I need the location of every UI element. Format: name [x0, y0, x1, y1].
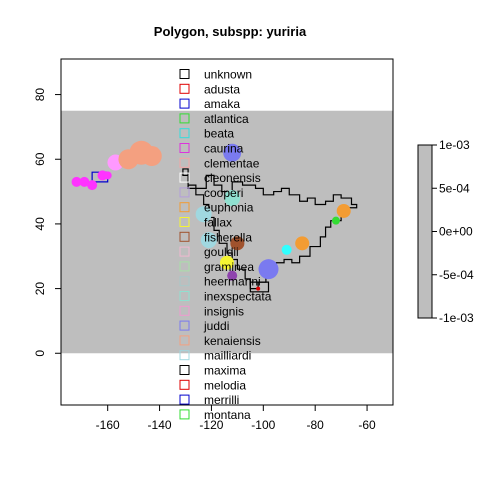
data-point-4-0 — [224, 190, 241, 207]
legend-entry-label: adusta — [204, 82, 240, 96]
legend-swatch — [179, 143, 190, 153]
x-tick-label: -120 — [199, 418, 223, 432]
colorbar: 1e-03 5e-04 0e+00 -5e-04 -1e-03 — [417, 138, 474, 325]
y-axis: 0 20 40 60 80 — [33, 88, 62, 357]
data-point-6-0 — [230, 236, 245, 251]
legend-swatch — [179, 172, 190, 183]
data-point-3-0 — [223, 143, 242, 162]
legend-entry-label: inexspectata — [204, 290, 272, 304]
legend-swatch — [179, 291, 190, 301]
legend-entry-label: cleonensis — [204, 171, 261, 185]
data-point-5-0 — [195, 206, 212, 223]
range-polygon-1 — [249, 281, 270, 293]
data-point-5-1 — [200, 232, 217, 249]
legend-entry-label: caurina — [204, 142, 244, 156]
data-point-9-0 — [295, 236, 310, 251]
legend-entry-label: gouldii — [204, 245, 239, 259]
legend-swatch — [179, 409, 190, 420]
legend: unknownadustaamakaatlanticabeatacaurinac… — [179, 68, 272, 422]
legend-swatch — [179, 157, 190, 168]
x-axis: -160 -140 -120 -100 -80 -60 — [96, 404, 376, 432]
legend-swatch — [179, 320, 190, 331]
legend-entry-label: heermanni — [204, 275, 261, 289]
legend-swatch — [179, 202, 190, 213]
data-point-7-0 — [220, 255, 234, 270]
legend-entry-label: montana — [204, 408, 251, 422]
colorbar-tick-label: 5e-04 — [439, 181, 470, 195]
x-tick-label: -160 — [96, 418, 120, 432]
x-tick-label: -100 — [251, 418, 275, 432]
data-point-0-4 — [103, 171, 112, 180]
legend-swatch — [179, 350, 190, 361]
y-tick-label: 20 — [33, 282, 47, 296]
legend-swatch — [179, 305, 190, 316]
legend-entry-label: kenaiensis — [204, 334, 261, 348]
legend-swatch — [179, 187, 190, 198]
data-point-0-2 — [87, 180, 98, 191]
colorbar-tick-label: 1e-03 — [439, 138, 470, 152]
legend-swatch — [179, 217, 190, 227]
data-point-3-1 — [258, 259, 279, 280]
colorbar-tick-label: 0e+00 — [439, 225, 473, 239]
colorbar-tick-label: -1e-03 — [439, 311, 474, 325]
data-point-11-0 — [331, 216, 340, 225]
data-point-0-0 — [71, 176, 82, 187]
legend-entry-label: amaka — [204, 97, 240, 111]
data-point-0-1 — [79, 176, 90, 187]
y-tick-label: 0 — [33, 350, 47, 357]
y-tick-label: 80 — [33, 88, 47, 102]
data-point-8-0 — [227, 270, 238, 281]
legend-entry-label: graminea — [204, 260, 254, 274]
legend-swatch — [179, 276, 190, 287]
legend-swatch — [179, 113, 190, 124]
legend-entry-label: fisherella — [204, 230, 252, 244]
legend-swatch — [179, 98, 190, 109]
colorbar-rect — [417, 144, 433, 319]
legend-entry-label: beata — [204, 127, 234, 141]
legend-entry-label: juddi — [203, 319, 229, 333]
y-tick-label: 40 — [33, 217, 47, 231]
x-tick-label: -80 — [307, 418, 325, 432]
legend-entry-label: cooperi — [204, 186, 243, 200]
x-tick-label: -60 — [358, 418, 376, 432]
legend-swatch — [179, 231, 190, 242]
legend-entry-label: atlantica — [204, 112, 249, 126]
legend-entry-label: melodia — [204, 378, 246, 392]
legend-swatch — [179, 261, 190, 272]
y-tick-label: 60 — [33, 152, 47, 166]
legend-entry-label: maxima — [204, 364, 246, 378]
legend-swatch — [179, 128, 190, 139]
legend-swatch — [179, 83, 190, 94]
legend-entry-label: euphonia — [204, 201, 254, 215]
data-point-2-2 — [141, 146, 162, 167]
legend-entry-label: fallax — [204, 216, 232, 230]
legend-swatch — [179, 335, 190, 346]
data-points — [71, 140, 351, 291]
legend-swatch — [179, 69, 190, 79]
range-polygon-0 — [182, 168, 358, 290]
data-point-10-0 — [281, 244, 292, 255]
plot-area: unknownadustaamakaatlanticabeatacaurinac… — [60, 58, 394, 422]
data-point-9-1 — [336, 203, 351, 218]
legend-swatch — [179, 394, 190, 405]
data-point-12-0 — [256, 286, 261, 291]
legend-entry-label: mailliardi — [204, 349, 251, 363]
legend-swatch — [179, 379, 190, 390]
legend-entry-label: clementae — [204, 156, 260, 170]
legend-entry-label: insignis — [204, 304, 244, 318]
chart-title: Polygon, subspp: yuriria — [154, 24, 307, 39]
legend-entry-label: merrilli — [204, 393, 239, 407]
legend-entry-label: unknown — [204, 68, 252, 82]
colorbar-tick-label: -5e-04 — [439, 268, 474, 282]
legend-swatch — [179, 246, 190, 257]
x-tick-label: -140 — [148, 418, 172, 432]
legend-swatch — [179, 365, 190, 375]
